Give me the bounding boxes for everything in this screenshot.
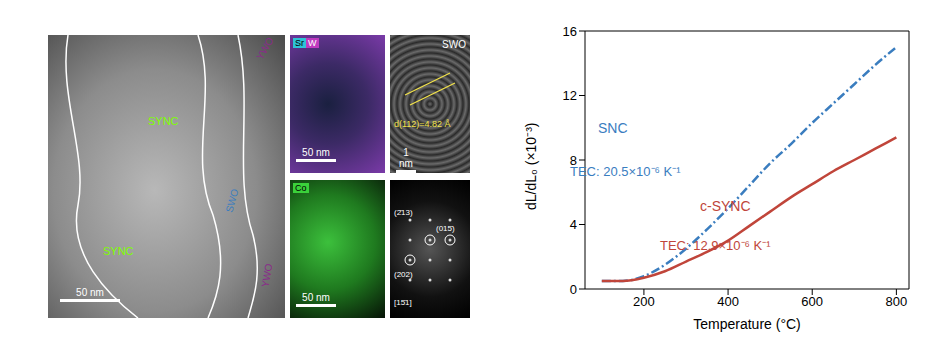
html-text:Sr: Sr [295, 38, 304, 48]
html-text:SWO: SWO [442, 39, 466, 50]
html-text:50 nm: 50 nm [76, 287, 104, 298]
svg-text:400: 400 [717, 294, 739, 309]
svg-text:12: 12 [563, 88, 577, 103]
svg-text:dL/dL₀ (×10⁻³): dL/dL₀ (×10⁻³) [523, 123, 539, 210]
html-text:(015̄): (015̄) [436, 224, 455, 233]
svg-text:600: 600 [801, 294, 823, 309]
html-text:(202): (202) [394, 270, 413, 279]
html-text:SNC: SNC [598, 120, 628, 136]
html-text:SWO: SWO [223, 187, 241, 214]
html-text:d(112)=4.82 Å: d(112)=4.82 Å [394, 119, 451, 129]
svg-text:800: 800 [886, 294, 908, 309]
html-text:YWO: YWO [259, 262, 275, 289]
html-text:TEC: 12.9×10⁻⁶ K⁻¹: TEC: 12.9×10⁻⁶ K⁻¹ [660, 238, 771, 253]
svg-text:8: 8 [569, 152, 577, 168]
html-text:SYNC: SYNC [148, 115, 179, 127]
html-text:[15̄1]: [15̄1] [394, 298, 412, 307]
svg-text:Temperature (°C): Temperature (°C) [693, 316, 801, 332]
html-text:Co: Co [295, 183, 307, 193]
html-text:YWO: YWO [254, 35, 276, 62]
html-text:SYNC: SYNC [103, 245, 134, 257]
html-text:c-SYNC: c-SYNC [700, 198, 751, 214]
svg-text:4: 4 [570, 217, 577, 232]
html-text:W: W [308, 38, 317, 48]
svg-text:16: 16 [563, 24, 577, 39]
svg-text:0: 0 [570, 282, 577, 297]
svg-text:200: 200 [633, 294, 655, 309]
html-text:(2̄13): (2̄13) [394, 208, 413, 217]
html-text:50 nm: 50 nm [302, 147, 330, 158]
html-text:TEC: 20.5×10⁻⁶ K⁻¹: TEC: 20.5×10⁻⁶ K⁻¹ [570, 164, 681, 179]
html-text:50 nm: 50 nm [302, 292, 330, 303]
html-text:1 nm: 1 nm [399, 147, 413, 169]
